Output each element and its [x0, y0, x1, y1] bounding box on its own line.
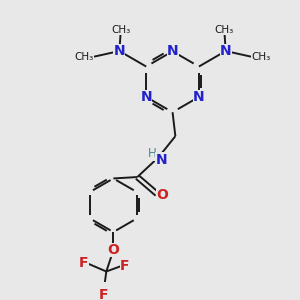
Text: CH₃: CH₃	[251, 52, 270, 62]
Text: CH₃: CH₃	[111, 25, 130, 35]
Text: N: N	[220, 44, 232, 58]
Text: O: O	[107, 243, 119, 257]
Text: F: F	[120, 259, 129, 273]
Text: CH₃: CH₃	[75, 52, 94, 62]
Text: O: O	[156, 188, 168, 202]
Text: N: N	[140, 90, 152, 104]
Text: H: H	[148, 147, 157, 161]
Text: N: N	[193, 90, 205, 104]
Text: CH₃: CH₃	[215, 25, 234, 35]
Text: N: N	[114, 44, 125, 58]
Text: N: N	[167, 44, 178, 58]
Text: N: N	[155, 153, 167, 166]
Text: F: F	[99, 288, 108, 300]
Text: F: F	[79, 256, 88, 270]
